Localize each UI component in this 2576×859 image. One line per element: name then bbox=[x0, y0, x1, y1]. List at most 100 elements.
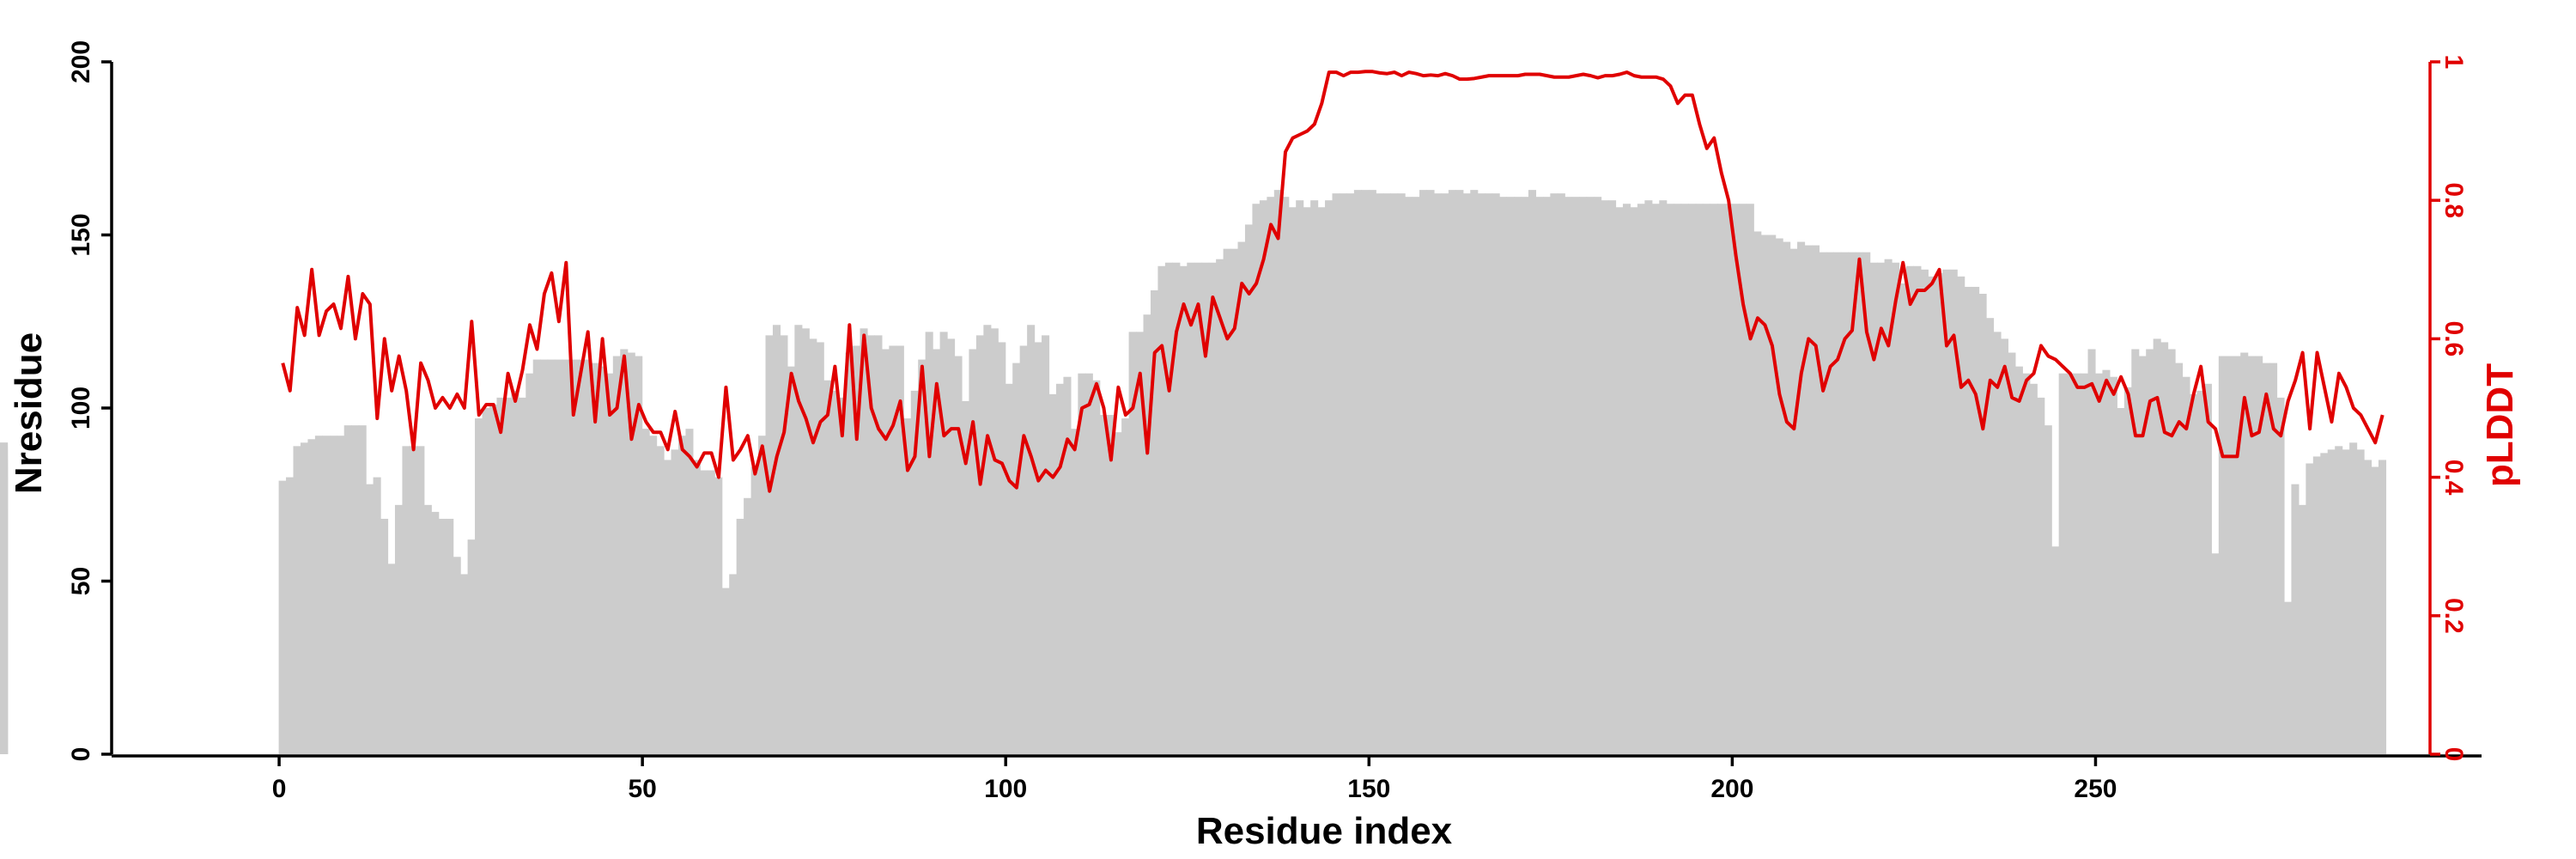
bar bbox=[961, 400, 970, 754]
bar bbox=[794, 325, 803, 754]
bar bbox=[910, 390, 919, 754]
y-tick-label: 150 bbox=[67, 213, 95, 256]
bar bbox=[975, 335, 984, 754]
bar bbox=[482, 408, 490, 754]
bar bbox=[1267, 197, 1275, 755]
bar bbox=[423, 504, 432, 754]
bar bbox=[1514, 197, 1522, 755]
bar bbox=[1928, 276, 1936, 754]
bar bbox=[1695, 204, 1704, 755]
bar bbox=[2044, 425, 2052, 754]
bar bbox=[1157, 265, 1166, 754]
bar bbox=[1252, 204, 1261, 755]
bar bbox=[1608, 200, 1617, 754]
bar bbox=[1579, 197, 1588, 755]
bar bbox=[366, 484, 374, 754]
bar bbox=[649, 436, 658, 754]
bar bbox=[1594, 197, 1602, 755]
bar bbox=[671, 449, 679, 754]
bar bbox=[1470, 190, 1479, 755]
bar bbox=[503, 397, 512, 754]
bar bbox=[918, 359, 927, 754]
bar bbox=[2262, 362, 2270, 754]
bar bbox=[1913, 265, 1922, 754]
bar bbox=[1710, 204, 1718, 755]
bar bbox=[2073, 373, 2081, 754]
bar bbox=[2138, 356, 2147, 754]
bar bbox=[2291, 484, 2300, 754]
bar bbox=[1448, 190, 1456, 755]
bar bbox=[2160, 342, 2169, 754]
bar bbox=[939, 332, 948, 754]
bar bbox=[2364, 460, 2372, 754]
bar bbox=[1550, 193, 1558, 754]
bar bbox=[620, 349, 629, 754]
bar bbox=[889, 345, 897, 754]
bar bbox=[1731, 204, 1740, 755]
bar bbox=[2218, 356, 2227, 754]
bar bbox=[1361, 190, 1370, 755]
bar bbox=[307, 439, 316, 754]
bar bbox=[1564, 197, 1573, 755]
bar bbox=[1869, 262, 1878, 754]
bar bbox=[1768, 235, 1777, 754]
bar bbox=[2066, 373, 2075, 754]
bar bbox=[1688, 204, 1697, 755]
bar-series bbox=[0, 190, 2387, 755]
bar bbox=[1586, 197, 1595, 755]
bar bbox=[2276, 397, 2285, 754]
bar bbox=[1405, 197, 1413, 755]
bar bbox=[1455, 190, 1464, 755]
bar bbox=[438, 518, 447, 754]
bar bbox=[1753, 231, 1762, 755]
bar bbox=[1477, 193, 1485, 754]
bar bbox=[933, 349, 941, 754]
bar bbox=[1288, 207, 1297, 754]
bar bbox=[1789, 248, 1798, 754]
bar bbox=[2320, 453, 2329, 754]
bar bbox=[635, 356, 643, 754]
bar bbox=[2175, 362, 2184, 754]
bar bbox=[1136, 332, 1145, 754]
bar bbox=[881, 349, 890, 754]
bar bbox=[787, 366, 795, 754]
bar bbox=[685, 429, 694, 754]
bar bbox=[2356, 449, 2365, 754]
bar bbox=[2182, 376, 2190, 754]
bar bbox=[1376, 193, 1384, 754]
bar bbox=[990, 328, 999, 754]
bar bbox=[1978, 294, 1987, 754]
x-tick-label: 200 bbox=[1710, 775, 1753, 803]
bar bbox=[1674, 204, 1682, 755]
bar bbox=[1724, 204, 1733, 755]
bar bbox=[664, 460, 672, 754]
bar bbox=[2029, 383, 2038, 754]
x-tick-label: 150 bbox=[1347, 775, 1390, 803]
bar bbox=[2022, 373, 2031, 754]
y2-tick-label: 0.6 bbox=[2439, 321, 2468, 357]
bar bbox=[1070, 429, 1078, 754]
bar bbox=[1397, 193, 1406, 754]
bar bbox=[1630, 207, 1638, 754]
bar bbox=[416, 446, 425, 754]
bar bbox=[2196, 390, 2205, 754]
bar bbox=[1296, 200, 1304, 754]
bar bbox=[1114, 432, 1122, 754]
bar bbox=[286, 477, 295, 754]
bar bbox=[1659, 200, 1668, 754]
bar bbox=[1855, 252, 1863, 754]
bar bbox=[1601, 200, 1609, 754]
x-tick-label: 50 bbox=[628, 775, 656, 803]
bar bbox=[518, 397, 526, 754]
bar bbox=[1716, 204, 1726, 755]
bar bbox=[547, 359, 556, 754]
bar bbox=[2094, 373, 2104, 754]
bar bbox=[2037, 397, 2045, 754]
y2-tick-label: 0.2 bbox=[2439, 598, 2468, 634]
bar bbox=[983, 325, 992, 754]
bar bbox=[1571, 197, 1580, 755]
bar bbox=[947, 338, 956, 754]
bar bbox=[1877, 262, 1886, 754]
bar bbox=[2378, 460, 2387, 754]
bar bbox=[1382, 193, 1391, 754]
